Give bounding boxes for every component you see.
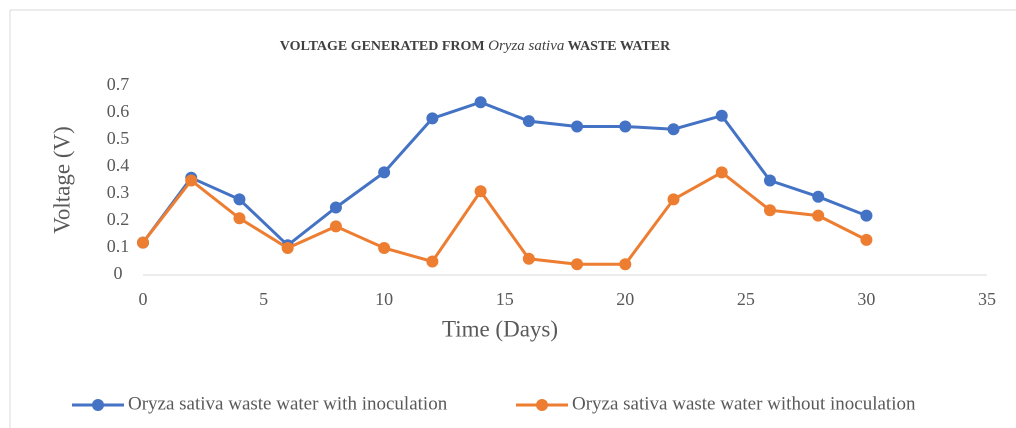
data-point (426, 255, 439, 268)
y-tick-label: 0.6 (107, 101, 130, 121)
data-point (619, 258, 632, 271)
data-point (812, 190, 825, 203)
data-point (378, 242, 391, 254)
legend-label: Oryza sativa waste water without inocula… (572, 393, 916, 414)
data-point (522, 252, 535, 265)
legend-marker (536, 399, 548, 411)
legend-marker (92, 399, 104, 411)
chart-title: VOLTAGE GENERATED FROM Oryza sativa WAST… (280, 38, 671, 54)
data-point (474, 96, 487, 109)
data-point (137, 236, 149, 249)
x-tick-label: 15 (496, 289, 514, 309)
title-part: WASTE WATER (564, 39, 671, 54)
data-point (860, 233, 873, 246)
data-point (474, 185, 487, 198)
data-point (619, 120, 632, 133)
data-point (233, 193, 246, 206)
y-tick-label: 0.1 (107, 236, 130, 256)
x-tick-label: 0 (139, 289, 148, 309)
x-tick-label: 10 (375, 289, 393, 309)
x-tick-label: 5 (259, 289, 268, 309)
x-tick-label: 35 (978, 289, 996, 309)
data-point (522, 115, 535, 128)
series-line (141, 100, 867, 248)
data-point (860, 209, 873, 222)
y-tick-label: 0.7 (107, 74, 130, 94)
data-point (715, 109, 728, 122)
data-point (763, 204, 776, 217)
y-tick-label: 0.5 (107, 128, 130, 148)
data-point (763, 174, 776, 187)
data-point (233, 212, 246, 225)
x-tick-label: 25 (737, 289, 755, 309)
data-point (571, 120, 584, 133)
series-line (141, 170, 868, 266)
data-point (281, 242, 294, 254)
y-tick-label: 0.2 (107, 209, 130, 229)
data-point (329, 220, 342, 233)
title-part: VOLTAGE GENERATED FROM (280, 39, 488, 54)
data-point (329, 201, 342, 214)
data-point (667, 123, 680, 136)
data-point (426, 112, 439, 125)
data-point (185, 174, 198, 187)
data-point (667, 193, 680, 206)
legend-label: Oryza sativa waste water with inoculatio… (128, 393, 448, 414)
y-tick-label: 0 (114, 263, 123, 283)
x-tick-label: 30 (857, 289, 875, 309)
data-point (812, 209, 825, 222)
y-tick-label: 0.4 (107, 155, 130, 175)
data-point (715, 166, 728, 179)
y-axis-label: Voltage (V) (49, 126, 74, 234)
y-tick-label: 0.3 (107, 182, 130, 202)
data-point (571, 258, 584, 271)
data-point (378, 166, 391, 179)
x-axis-label: Time (Days) (442, 316, 558, 341)
x-tick-label: 20 (616, 289, 634, 309)
title-part: Oryza sativa (488, 38, 564, 54)
